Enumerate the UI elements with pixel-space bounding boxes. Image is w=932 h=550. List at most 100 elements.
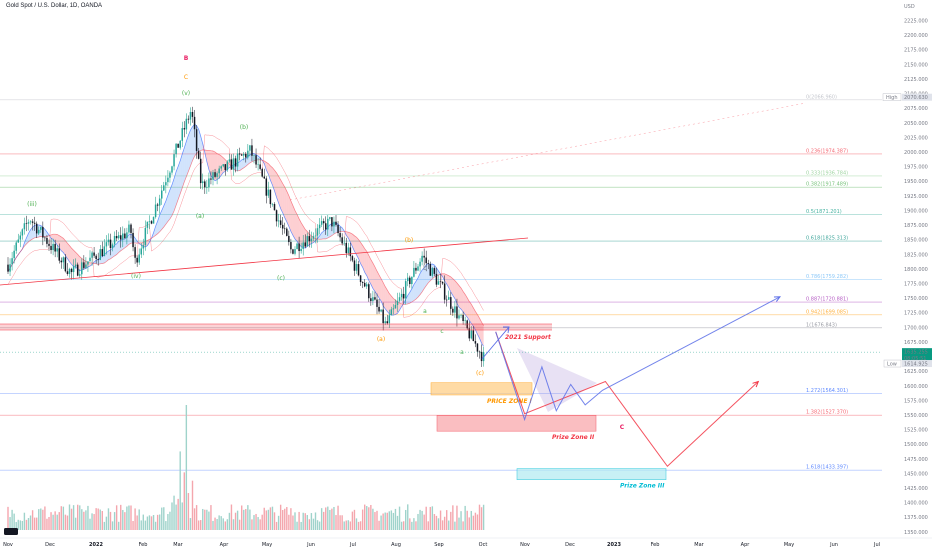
candle-body bbox=[304, 242, 306, 247]
candle-body bbox=[245, 153, 247, 158]
candle-body bbox=[288, 235, 290, 243]
ma-fill bbox=[471, 304, 474, 327]
candle-body bbox=[359, 275, 362, 283]
volume-bar bbox=[226, 519, 229, 530]
volume-bar bbox=[310, 513, 313, 530]
ma-fill bbox=[221, 155, 224, 176]
candle-body bbox=[335, 221, 337, 225]
fib-label: 0.942(1699.085) bbox=[806, 309, 848, 315]
price-tick: 1675.000 bbox=[904, 340, 928, 346]
ma-fill bbox=[329, 223, 332, 237]
ma-fill bbox=[182, 147, 185, 188]
ma-fill bbox=[385, 286, 388, 312]
candle-body bbox=[66, 271, 69, 274]
ma-fill bbox=[374, 267, 377, 295]
time-tick: Oct bbox=[479, 542, 488, 548]
fib-label: 0.333(1936.784) bbox=[806, 170, 848, 176]
volume-bar bbox=[159, 514, 161, 530]
candle-body bbox=[111, 244, 114, 249]
volume-bar bbox=[351, 511, 354, 530]
volume-bar bbox=[241, 505, 243, 530]
candle-body bbox=[216, 173, 218, 177]
candle-body bbox=[109, 239, 112, 249]
volume-bar bbox=[454, 521, 456, 530]
annotations: 2021 Support PRICE ZONE I Prize Zone II Pri… bbox=[0, 55, 807, 490]
volume-bar bbox=[304, 513, 306, 530]
time-tick: Nov bbox=[520, 542, 530, 548]
volume-bar bbox=[179, 451, 181, 530]
ma-fill bbox=[55, 234, 58, 245]
ma-fill bbox=[459, 285, 462, 310]
price-tick: 1800.000 bbox=[904, 267, 928, 273]
candle-body bbox=[81, 262, 83, 275]
price-tick: 1475.000 bbox=[904, 457, 928, 463]
low-tag-label: Low bbox=[887, 362, 897, 368]
ma-fill bbox=[190, 126, 193, 166]
stop-line bbox=[7, 134, 484, 318]
volume-bar bbox=[257, 517, 259, 530]
time-tick: Feb bbox=[651, 542, 660, 548]
volume-bar bbox=[40, 508, 42, 530]
wave-label: (c) bbox=[476, 370, 484, 377]
candle-body bbox=[296, 243, 298, 250]
wave-label: a bbox=[460, 349, 464, 356]
volume-bar bbox=[13, 513, 15, 530]
candle-body bbox=[240, 154, 243, 156]
candle-body bbox=[179, 140, 181, 148]
volume-bar bbox=[263, 507, 265, 530]
ma-fill bbox=[290, 200, 293, 236]
candle-body bbox=[318, 224, 321, 229]
volume-bar bbox=[439, 510, 442, 530]
wave-label: (iii) bbox=[27, 201, 37, 208]
candle-body bbox=[171, 166, 173, 173]
candle-body bbox=[353, 260, 356, 271]
volume-bar bbox=[150, 516, 153, 530]
candle-body bbox=[146, 221, 149, 228]
time-axis: Nov Dec 2022 Feb Mar Apr May Jun Jul Aug Sep Oct Nov… bbox=[0, 528, 932, 550]
candle-body bbox=[185, 118, 188, 130]
candle-body bbox=[29, 221, 32, 223]
volume-bar bbox=[68, 504, 71, 530]
candle-body bbox=[9, 264, 11, 272]
time-tick: May bbox=[784, 542, 794, 548]
volume-bar bbox=[267, 509, 270, 530]
candle-body bbox=[345, 242, 347, 254]
wave-label: (b) bbox=[240, 124, 249, 131]
projection-arrowhead bbox=[752, 380, 760, 388]
volume-bar bbox=[460, 511, 462, 530]
volume-bar bbox=[359, 521, 362, 530]
candle-body bbox=[351, 256, 354, 261]
ma-fill bbox=[206, 150, 209, 170]
ma-fill bbox=[63, 238, 66, 256]
ma-fill bbox=[411, 284, 414, 303]
ma-fill bbox=[69, 245, 72, 265]
volume-bar bbox=[42, 509, 44, 530]
ma-fill bbox=[479, 318, 482, 344]
price-tick: 1575.000 bbox=[904, 398, 928, 404]
price-tick: 1850.000 bbox=[904, 238, 928, 244]
candle-body bbox=[224, 164, 227, 171]
ma-fill bbox=[321, 231, 324, 240]
volume-bar bbox=[224, 521, 226, 530]
candle-body bbox=[95, 255, 97, 260]
dotted-trendline bbox=[289, 102, 807, 201]
price-tick: 2175.000 bbox=[904, 48, 928, 54]
ma-fill bbox=[286, 191, 289, 227]
candle-body bbox=[286, 228, 288, 236]
support-band bbox=[0, 324, 552, 330]
volume-bar bbox=[337, 505, 339, 530]
volume-bar bbox=[409, 518, 411, 530]
ma-fill bbox=[96, 259, 99, 265]
candle-body bbox=[150, 221, 153, 224]
ma-fill bbox=[118, 240, 121, 253]
candle-body bbox=[380, 309, 382, 312]
volume-bar bbox=[320, 508, 323, 530]
volume-bar bbox=[50, 512, 52, 530]
candle-body bbox=[91, 252, 93, 258]
volume-bar bbox=[236, 510, 239, 530]
candle-body bbox=[17, 239, 19, 243]
ma-fill bbox=[387, 290, 390, 314]
triangle-pattern bbox=[517, 348, 597, 412]
